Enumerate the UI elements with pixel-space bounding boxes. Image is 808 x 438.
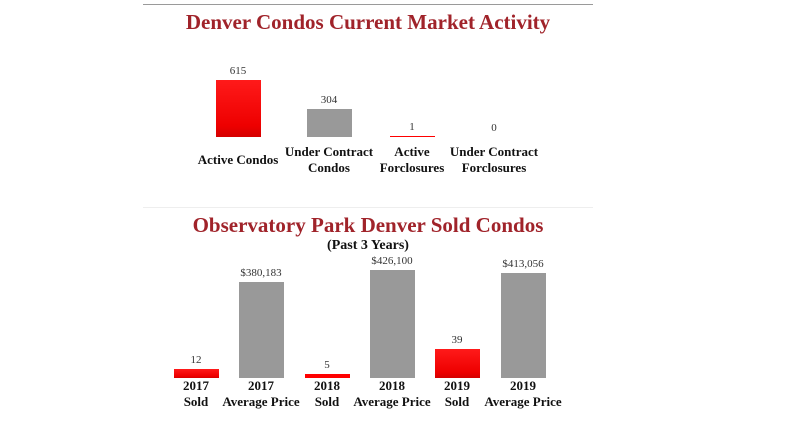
chart2-category-label-4-line-0: 2019 [444, 378, 470, 393]
section-divider [143, 207, 593, 208]
chart2-bar-5 [500, 273, 546, 378]
chart2-category-label-1: 2017 Average Price [222, 378, 299, 410]
chart2-category-label-5-line-1: Average Price [484, 394, 562, 409]
chart2-value-label-4: 39 [451, 334, 463, 346]
chart1-bar-1 [306, 108, 352, 137]
chart1-category-label-1-line-1: Condos [308, 160, 350, 175]
chart2-bar-4 [434, 349, 480, 378]
chart2-bar-0 [173, 369, 219, 378]
chart2-category-label-4-line-1: Sold [444, 394, 470, 409]
chart1-category-label-3-line-0: Under Contract [449, 144, 539, 159]
chart1-category-label-3-line-1: Forclosures [461, 160, 527, 175]
chart2-category-label-0: 2017 Sold [183, 378, 209, 410]
chart1-bar-2 [389, 136, 435, 137]
chart1-category-label-2: Active Forclosures [380, 144, 445, 176]
chart2-value-label-0: 12 [190, 354, 202, 367]
chart1-value-label-0: 615 [229, 65, 247, 77]
chart2-category-label-1-line-1: Average Price [222, 394, 300, 409]
chart1-category-label-2-line-1: Forclosures [379, 160, 445, 175]
chart1-value-label-1: 304 [320, 93, 338, 106]
chart1-category-label-1-line-0: Under Contract [284, 144, 374, 159]
chart1-category-label-0-line-0: Active Condos [197, 152, 279, 167]
chart1-value-label-2: 1 [409, 121, 415, 133]
chart2-category-label-2-line-1: Sold [314, 394, 340, 409]
chart2-category-label-1-line-0: 2017 [247, 378, 274, 393]
chart2-category-label-3: 2018 Average Price [353, 378, 430, 410]
chart2-category-label-5-line-0: 2019 [509, 378, 536, 393]
chart2-bar-1 [238, 281, 284, 378]
chart2-category-label-3-line-1: Average Price [353, 394, 431, 409]
chart2-category-label-0-line-1: Sold [183, 394, 209, 409]
chart1-value-label-3: 0 [491, 122, 497, 134]
chart2-value-label-5: $413,056 [502, 258, 544, 271]
chart1-category-label-2-line-0: Active [394, 144, 430, 159]
chart2-category-label-3-line-0: 2018 [378, 378, 405, 393]
chart2-bar-3 [369, 270, 415, 378]
chart2-category-label-0-line-0: 2017 [183, 378, 209, 393]
chart2-bar-2 [304, 374, 350, 378]
top-divider [143, 4, 593, 5]
chart1-bar-0 [215, 80, 261, 137]
chart2-subtitle: (Past 3 Years) [327, 238, 409, 253]
chart2-category-label-5: 2019 Average Price [484, 378, 561, 410]
chart2-category-label-2: 2018 Sold [314, 378, 340, 410]
chart2-value-label-1: $380,183 [240, 266, 282, 279]
chart1-category-label-1: Under Contract Condos [285, 144, 373, 176]
chart2-category-label-2-line-0: 2018 [314, 378, 340, 393]
chart2-title: Observatory Park Denver Sold Condos [192, 213, 544, 237]
chart1-title: Denver Condos Current Market Activity [185, 10, 551, 34]
chart2-value-label-2: 5 [324, 359, 330, 372]
chart2-category-label-4: 2019 Sold [444, 378, 470, 410]
chart1-category-label-0: Active Condos [198, 152, 279, 168]
chart1-category-label-3: Under Contract Forclosures [450, 144, 538, 176]
chart2-value-label-3: $426,100 [371, 255, 413, 267]
